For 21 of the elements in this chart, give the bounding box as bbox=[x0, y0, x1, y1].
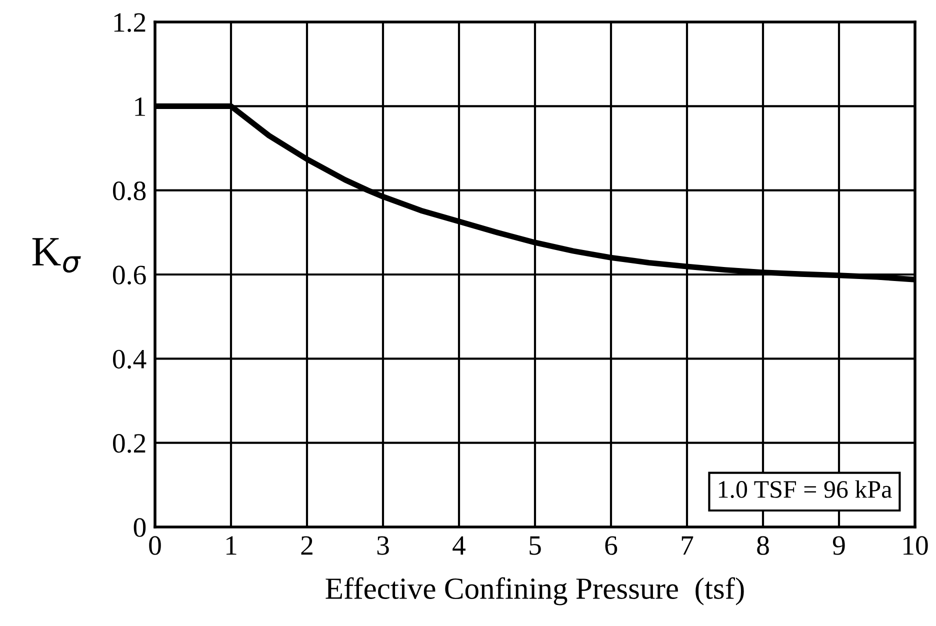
x-tick-label: 7 bbox=[682, 536, 694, 555]
y-tick-label: 0.4 bbox=[113, 350, 146, 369]
x-tick-label: 5 bbox=[530, 536, 541, 555]
y-tick-label: 0.6 bbox=[113, 266, 146, 285]
x-tick-label: 2 bbox=[301, 536, 312, 555]
y-tick-label: 0 bbox=[134, 518, 146, 537]
y-tick-label: 0.2 bbox=[113, 434, 146, 453]
y-axis-title: K$_{σ}$ bbox=[32, 238, 81, 273]
y-tick-label: 0.8 bbox=[113, 182, 146, 200]
x-axis-title: Effective Confining Pressure (tsf) bbox=[326, 577, 744, 606]
y-tick-label: 1.2 bbox=[114, 13, 146, 32]
x-tick-label: 6 bbox=[605, 536, 618, 555]
x-tick-label: 3 bbox=[377, 536, 389, 555]
x-tick-label: 0 bbox=[149, 536, 161, 555]
x-tick-label: 10 bbox=[904, 536, 928, 555]
x-tick-label: 8 bbox=[757, 536, 769, 555]
x-tick-label: 9 bbox=[832, 536, 845, 555]
x-tick-label: 4 bbox=[452, 536, 466, 555]
annotation: 1.0 TSF = 96 kPa bbox=[718, 480, 892, 498]
x-tick-label: 1 bbox=[226, 536, 236, 555]
y-tick-label: 1 bbox=[135, 97, 145, 116]
